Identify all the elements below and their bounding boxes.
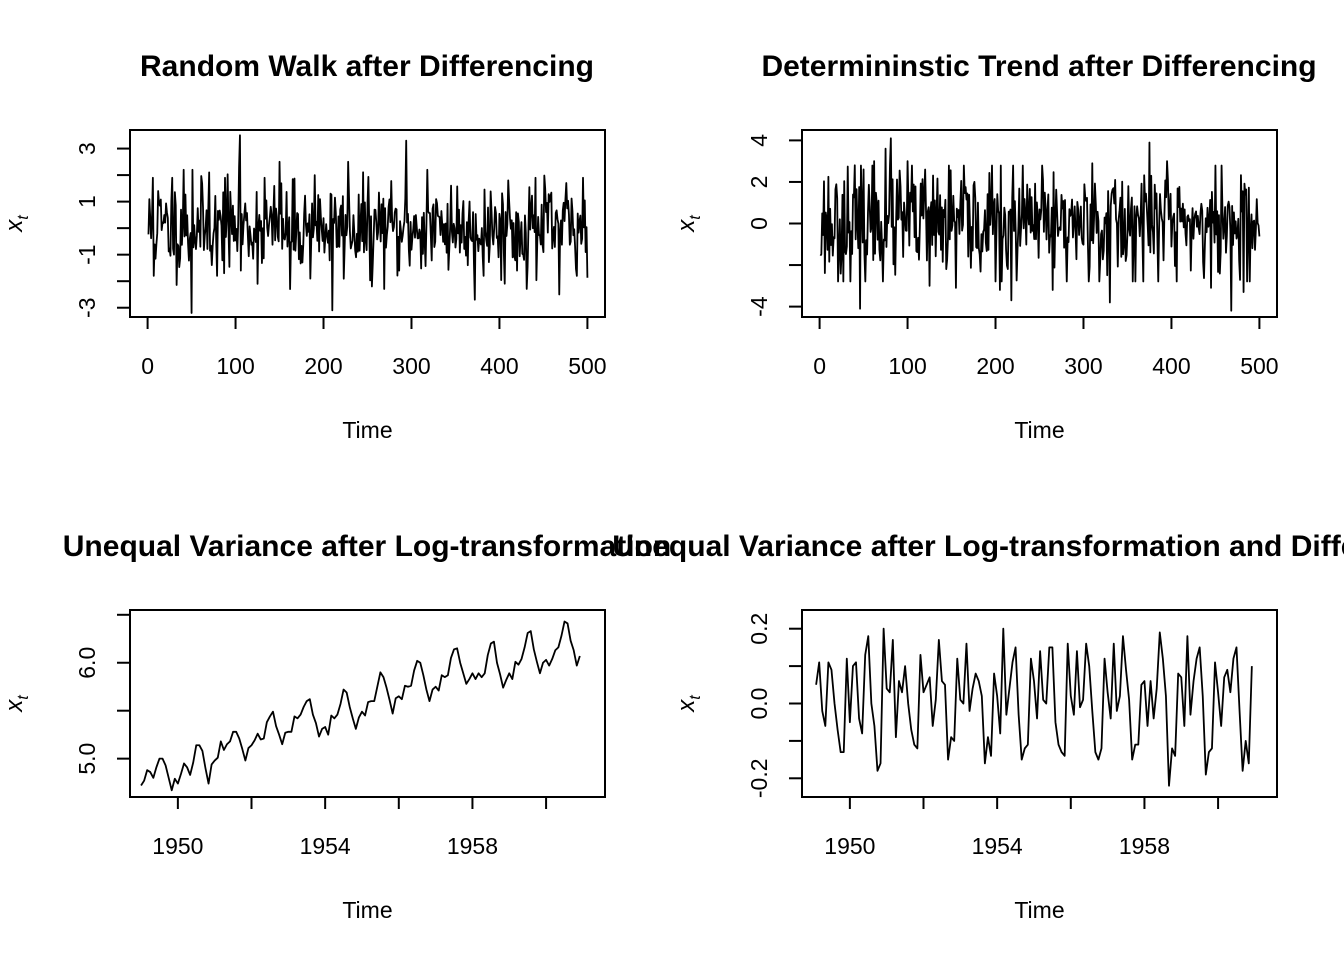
x-tick-label: 200 [976, 353, 1014, 379]
x-tick-label: 300 [1064, 353, 1102, 379]
x-tick-label: 1954 [300, 833, 351, 859]
chart-panel-3: Unequal Variance after Log-transformatio… [1, 530, 671, 923]
y-tick-label: 0.0 [746, 688, 772, 720]
y-tick-label: -1 [74, 244, 100, 264]
x-tick-label: 500 [1240, 353, 1278, 379]
y-axis-label-main: x [1, 219, 28, 233]
y-axis-label: xt [673, 695, 704, 713]
y-axis-label-sub: t [687, 695, 704, 700]
x-tick-label: 500 [568, 353, 606, 379]
x-tick-label: 1958 [1119, 833, 1170, 859]
chart-title: Unequal Variance after Log-transformatio… [63, 530, 671, 563]
y-tick-label: -4 [746, 296, 772, 317]
y-tick-label: 0.2 [746, 613, 772, 645]
x-axis-label: Time [342, 897, 392, 923]
x-axis-label: Time [1014, 897, 1064, 923]
y-axis-label: xt [1, 695, 32, 713]
y-axis-label-main: x [1, 699, 28, 713]
x-tick-label: 100 [216, 353, 254, 379]
chart-panel-1: Random Walk after Differencing 0 100 200 300… [1, 50, 607, 443]
series-line [140, 620, 581, 792]
x-tick-label: 1950 [824, 833, 875, 859]
x-tick-label: 400 [480, 353, 518, 379]
x-tick-label: 1950 [152, 833, 203, 859]
y-axis-label-sub: t [15, 695, 32, 700]
y-tick-label: 0 [746, 217, 772, 230]
x-axis-label: Time [342, 417, 392, 443]
chart-panel-4: Unequal Variance after Log-transformatio… [612, 530, 1344, 923]
chart-title: Determininstic Trend after Differencing [761, 50, 1316, 83]
y-tick-label: -0.2 [746, 758, 772, 798]
series-line [819, 137, 1261, 312]
y-axis-label-main: x [673, 699, 700, 713]
chart-panel-2: Determininstic Trend after Differencing 0… [673, 50, 1317, 443]
x-tick-label: 1954 [972, 833, 1023, 859]
x-axis-label: Time [1014, 417, 1064, 443]
x-tick-label: 200 [304, 353, 342, 379]
y-tick-label: 5.0 [74, 743, 100, 775]
y-tick-label: 1 [74, 195, 100, 208]
y-tick-label: -3 [74, 297, 100, 317]
x-tick-label: 0 [813, 353, 826, 379]
y-axis-label: xt [1, 215, 32, 233]
y-tick-label: 4 [746, 134, 772, 147]
x-tick-label: 0 [141, 353, 154, 379]
series-line [815, 627, 1253, 787]
y-tick-label: 2 [746, 176, 772, 189]
x-tick-label: 300 [392, 353, 430, 379]
y-axis-label-sub: t [687, 215, 704, 220]
y-axis-label-sub: t [15, 215, 32, 220]
y-axis-label: xt [673, 215, 704, 233]
y-tick-label: 3 [74, 142, 100, 155]
x-tick-label: 100 [888, 353, 926, 379]
y-axis-label-main: x [673, 219, 700, 233]
chart-title: Unequal Variance after Log-transformatio… [612, 530, 1344, 563]
x-tick-label: 400 [1152, 353, 1190, 379]
y-tick-label: 6.0 [74, 647, 100, 679]
chart-title: Random Walk after Differencing [140, 50, 594, 83]
series-line [147, 134, 589, 314]
x-tick-label: 1958 [447, 833, 498, 859]
